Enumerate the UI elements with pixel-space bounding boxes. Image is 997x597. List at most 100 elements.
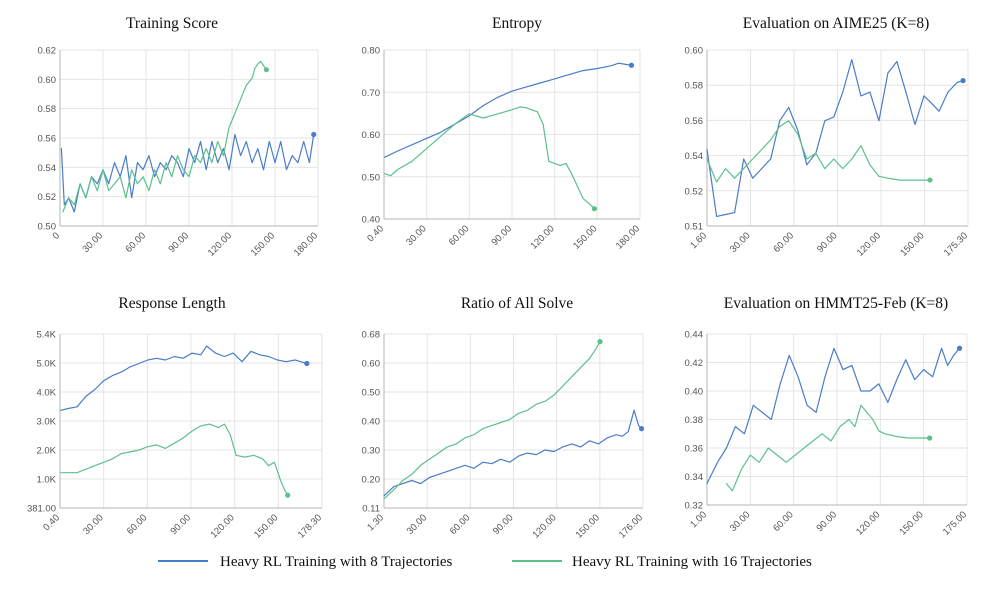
x-tick-label: 90.00 bbox=[490, 223, 515, 248]
x-tick-label: 90.00 bbox=[815, 230, 840, 255]
series-endpoint-16-trajectories bbox=[927, 435, 933, 441]
series-endpoint-8-trajectories bbox=[638, 426, 645, 432]
x-tick-label: 60.00 bbox=[125, 512, 150, 537]
y-tick-label: 0.58 bbox=[685, 81, 704, 92]
chart-title: Response Length bbox=[118, 295, 225, 312]
y-tick-label: 0.54 bbox=[685, 151, 704, 162]
series-endpoint-16-trajectories bbox=[263, 67, 269, 73]
series-endpoint-8-trajectories bbox=[956, 345, 963, 351]
x-tick-label: 150.00 bbox=[249, 230, 277, 258]
y-tick-label: 0.68 bbox=[362, 330, 381, 341]
series-endpoint-16-trajectories bbox=[597, 339, 603, 345]
y-tick-label: 0.60 bbox=[362, 130, 381, 141]
x-tick-label: 175.30 bbox=[942, 230, 970, 258]
series-line-16-trajectories bbox=[706, 120, 931, 183]
series-line-16-trajectories bbox=[384, 106, 596, 210]
chart-panel-6: Evaluation on HMMT25-Feb (K=8) 0.32 0.34 0.… bbox=[685, 295, 970, 538]
x-tick-label: 1.00 bbox=[688, 509, 709, 530]
x-tick-label: 120.00 bbox=[854, 509, 882, 537]
y-tick-label: 0.51 bbox=[685, 222, 704, 233]
x-tick-label: 120.00 bbox=[528, 223, 556, 251]
x-tick-label: 1.60 bbox=[688, 230, 709, 251]
y-tick-label: 0.20 bbox=[362, 475, 381, 486]
chart-panel-2: Entropy 0.40 0.50 0.60 0.70 0.80 0.40 30.00 60.0… bbox=[362, 15, 643, 252]
series-endpoint-16-trajectories bbox=[927, 177, 933, 183]
y-tick-label: 0.30 bbox=[362, 446, 381, 457]
series-line-8-trajectories bbox=[384, 62, 633, 158]
x-tick-label: 178.30 bbox=[296, 512, 324, 540]
y-tick-label: 0.42 bbox=[685, 358, 704, 369]
x-tick-label: 120.00 bbox=[855, 230, 883, 258]
x-tick-label: 0 bbox=[51, 230, 63, 242]
y-tick-label: 0.52 bbox=[38, 192, 57, 203]
x-tick-label: 120.00 bbox=[530, 512, 558, 540]
y-tick-label: 4.0K bbox=[36, 388, 56, 399]
chart-panel-5: Ratio of All Solve 0.11 0.20 0.30 0.40 0.50 0.… bbox=[362, 295, 646, 541]
x-tick-label: 30.00 bbox=[404, 223, 429, 248]
y-tick-label: 381.00 bbox=[27, 504, 56, 515]
series-endpoint-8-trajectories bbox=[311, 131, 317, 138]
x-tick-label: 180.00 bbox=[292, 230, 320, 258]
series-line-8-trajectories bbox=[706, 58, 964, 217]
y-tick-label: 0.52 bbox=[685, 186, 704, 197]
x-tick-label: 150.00 bbox=[571, 223, 599, 251]
chart-title: Ratio of All Solve bbox=[461, 295, 573, 312]
legend: Heavy RL Training with 8 Trajectories He… bbox=[158, 554, 812, 570]
x-tick-label: 150.00 bbox=[574, 512, 602, 540]
x-tick-label: 30.00 bbox=[405, 512, 430, 537]
x-tick-label: 60.00 bbox=[124, 230, 149, 255]
x-tick-label: 60.00 bbox=[771, 509, 796, 534]
x-tick-label: 150.00 bbox=[252, 512, 280, 540]
chart-panel-3: Evaluation on AIME25 (K=8) 0.51 0.52 0.54 0.… bbox=[685, 15, 971, 259]
series-endpoint-8-trajectories bbox=[628, 62, 635, 68]
x-tick-label: 150.00 bbox=[897, 509, 925, 537]
x-tick-label: 30.00 bbox=[81, 512, 106, 537]
chart-title: Training Score bbox=[126, 15, 218, 32]
chart-title: Entropy bbox=[492, 15, 542, 32]
x-tick-label: 150.00 bbox=[898, 230, 926, 258]
y-tick-label: 0.60 bbox=[38, 75, 57, 86]
y-tick-label: 0.50 bbox=[38, 222, 57, 233]
series-endpoint-16-trajectories bbox=[591, 206, 597, 212]
y-tick-label: 0.11 bbox=[362, 504, 380, 515]
legend-label-8-trajectories: Heavy RL Training with 8 Trajectories bbox=[220, 554, 453, 570]
y-tick-label: 0.50 bbox=[362, 172, 381, 183]
x-tick-label: 180.00 bbox=[614, 223, 642, 251]
y-tick-label: 5.0K bbox=[36, 359, 56, 370]
series-line-16-trajectories bbox=[62, 60, 267, 213]
series-endpoint-8-trajectories bbox=[304, 360, 310, 367]
series-line-8-trajectories bbox=[383, 409, 643, 497]
y-tick-label: 0.54 bbox=[38, 163, 57, 174]
y-tick-label: 0.62 bbox=[38, 46, 57, 57]
x-tick-label: 30.00 bbox=[81, 230, 106, 255]
chart-panel-4: Response Length 381.00 1.0K 2.0K 3.0K 4.0K 5.0… bbox=[27, 295, 324, 541]
y-tick-label: 0.58 bbox=[38, 104, 57, 115]
y-tick-label: 0.70 bbox=[362, 88, 381, 99]
y-tick-label: 0.34 bbox=[685, 472, 704, 483]
legend-label-16-trajectories: Heavy RL Training with 16 Trajectories bbox=[572, 554, 812, 570]
y-tick-label: 2.0K bbox=[36, 446, 56, 457]
chart-panel-1: Training Score 0.50 0.52 0.54 0.56 0.58 0.60 0.… bbox=[38, 15, 321, 259]
y-tick-label: 0.56 bbox=[38, 134, 57, 145]
x-tick-label: 90.00 bbox=[167, 230, 192, 255]
series-line-8-trajectories bbox=[60, 133, 315, 213]
y-tick-label: 0.50 bbox=[362, 388, 381, 399]
y-tick-label: 0.40 bbox=[362, 215, 381, 226]
x-tick-label: 176.00 bbox=[617, 512, 645, 540]
series-endpoint-16-trajectories bbox=[285, 492, 291, 498]
x-tick-label: 90.00 bbox=[815, 509, 840, 534]
y-tick-label: 0.36 bbox=[685, 444, 704, 455]
y-tick-label: 0.40 bbox=[685, 387, 704, 398]
chart-title: Evaluation on HMMT25-Feb (K=8) bbox=[724, 295, 948, 312]
y-tick-label: 3.0K bbox=[36, 417, 56, 428]
y-tick-label: 0.56 bbox=[685, 116, 704, 127]
y-tick-label: 0.60 bbox=[685, 46, 704, 57]
y-tick-label: 0.80 bbox=[362, 46, 381, 57]
x-tick-label: 60.00 bbox=[447, 223, 472, 248]
x-tick-label: 60.00 bbox=[772, 230, 797, 255]
series-line-8-trajectories bbox=[60, 345, 308, 411]
x-tick-label: 1.30 bbox=[365, 512, 386, 533]
x-tick-label: 175.00 bbox=[941, 509, 969, 537]
x-tick-label: 90.00 bbox=[169, 512, 194, 537]
